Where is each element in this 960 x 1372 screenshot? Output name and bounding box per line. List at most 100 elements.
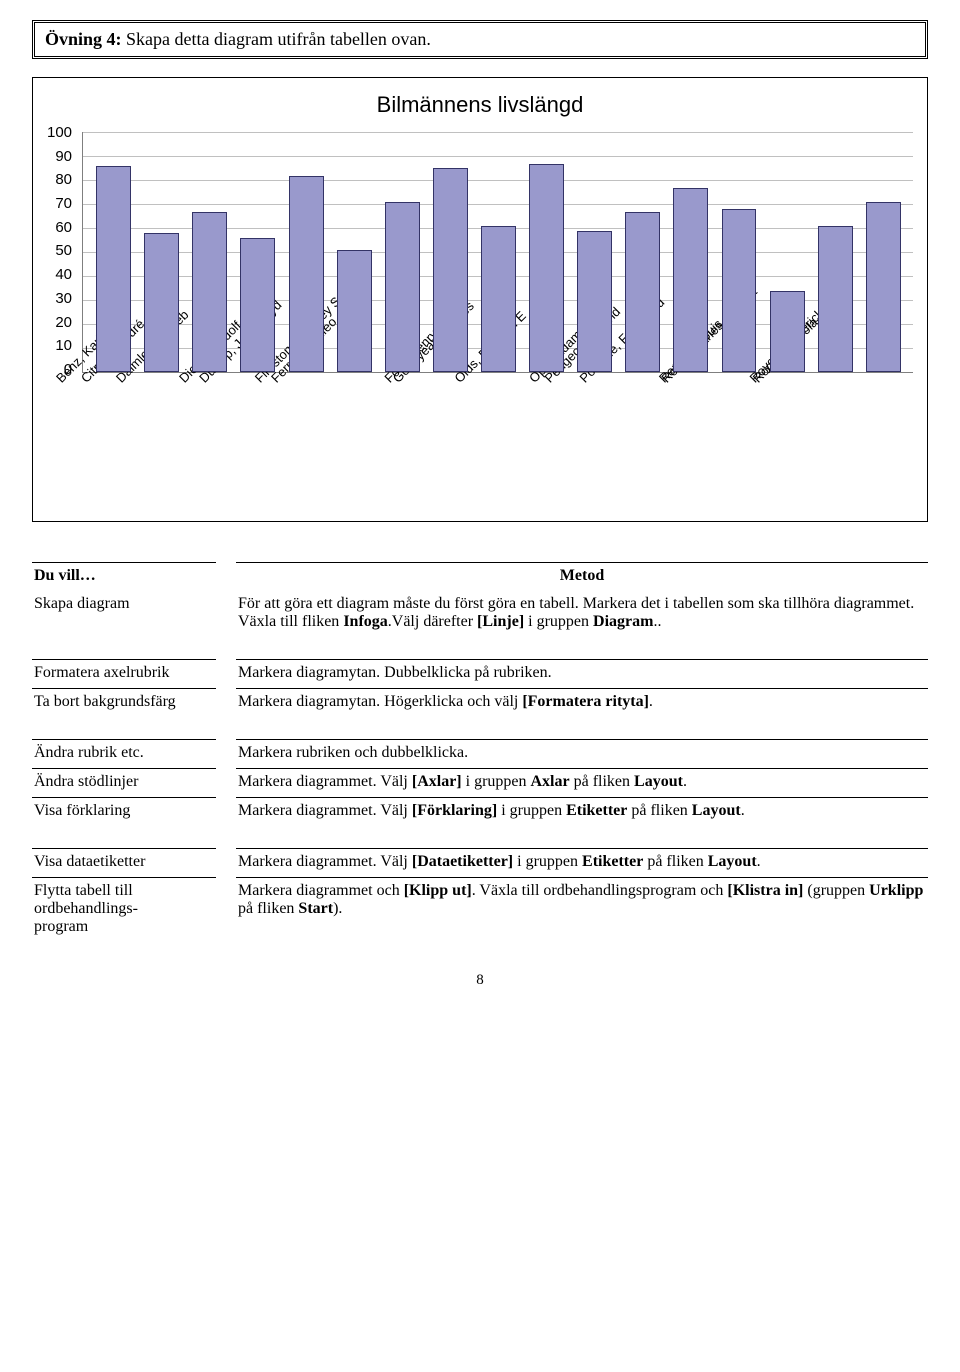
x-label-cell: Daimler, Gottlieb: [185, 375, 233, 515]
table-cell-right: Markera diagrammet och [Klipp ut]. Växla…: [236, 877, 928, 942]
table-row: Ta bort bakgrundsfärg Markera diagramytan…: [32, 688, 928, 717]
table-cell-left: Formatera axelrubrik: [32, 659, 216, 688]
table-cell-right: Markera diagramytan. Dubbelklicka på rub…: [236, 659, 928, 688]
table-cell-left: Visa förklaring: [32, 797, 216, 826]
chart-body: 1009080706050403020100 Benz, KarlCitroën…: [47, 132, 913, 515]
x-label-cell: Romeo, Nicola: [811, 375, 859, 515]
bar: [481, 226, 516, 372]
table-header-row: Du vill… Metod: [32, 562, 928, 591]
bar-cell: [378, 202, 426, 372]
table-row: Ändra rubrik etc. Markera rubriken och du…: [32, 739, 928, 768]
table-cell-left: Skapa diagram: [32, 591, 216, 637]
bar: [529, 164, 564, 372]
x-label-cell: Goodyear, Charles: [474, 375, 522, 515]
table-row: Formatera axelrubrik Markera diagramytan.…: [32, 659, 928, 688]
page-number: 8: [32, 972, 928, 989]
bars-row: [89, 164, 907, 372]
x-label-cell: Renault, Louis: [714, 375, 762, 515]
table-cell-left: Visa dataetiketter: [32, 848, 216, 877]
y-tick-label: 100: [47, 124, 72, 141]
y-tick-label: 80: [47, 171, 72, 188]
table-cell-right: Markera diagrammet. Välj [Förklaring] i …: [236, 797, 928, 826]
y-tick-label: 30: [47, 290, 72, 307]
bar-cell: [522, 164, 570, 372]
exercise-label-bold: Övning 4:: [45, 29, 122, 49]
bar-cell: [233, 238, 281, 372]
chart-container: Bilmännens livslängd 1009080706050403020…: [32, 77, 928, 522]
x-label-cell: Dunlop, John Boyd: [281, 375, 329, 515]
x-label-cell: Porsche, Ferdinand: [666, 375, 714, 515]
x-label-cell: Rolls, Charles Stewart: [763, 375, 811, 515]
exercise-title: Övning 4: Skapa detta diagram utifrån ta…: [45, 29, 431, 49]
y-tick-label: 40: [47, 266, 72, 283]
table-row: Visa dataetiketter Markera diagrammet. Vä…: [32, 848, 928, 877]
bar: [192, 212, 227, 372]
bar-cell: [618, 212, 666, 372]
bar: [289, 176, 324, 372]
table-row: Flytta tabell till ordbehandlings-progra…: [32, 877, 928, 942]
table-cell-right: För att göra ett diagram måste du först …: [236, 591, 928, 637]
table-cell-right: Markera diagrammet. Välj [Axlar] i grupp…: [236, 768, 928, 797]
bar-cell: [281, 176, 329, 372]
table-header-left: Du vill…: [32, 562, 216, 591]
bar: [433, 168, 468, 372]
table-cell-left: Ta bort bakgrundsfärg: [32, 688, 216, 717]
bar-cell: [137, 233, 185, 372]
chart-title: Bilmännens livslängd: [47, 92, 913, 118]
bar-cell: [474, 226, 522, 372]
bar: [96, 166, 131, 372]
y-axis: 1009080706050403020100: [47, 124, 76, 378]
x-label-cell: Ford, Henry: [426, 375, 474, 515]
bar-cell: [330, 250, 378, 372]
exercise-label-rest: Skapa detta diagram utifrån tabellen ova…: [122, 29, 431, 49]
table-cell-right: Markera diagrammet. Välj [Dataetiketter]…: [236, 848, 928, 877]
bar-cell: [859, 202, 907, 372]
table-row: Ändra stödlinjer Markera diagrammet. Välj…: [32, 768, 928, 797]
bar-cell: [89, 166, 137, 372]
bar: [385, 202, 420, 372]
x-axis-labels: Benz, KarlCitroën, AndréDaimler, Gottlie…: [82, 375, 913, 515]
bar-cell: [570, 231, 618, 372]
bar-cell: [763, 291, 811, 372]
bar: [818, 226, 853, 372]
y-tick-label: 10: [47, 337, 72, 354]
x-label-cell: Firestone, Harvey Samuel: [378, 375, 426, 515]
x-label-cell: Royce, Frederick Henry: [859, 375, 907, 515]
table-cell-left: Flytta tabell till ordbehandlings-progra…: [32, 877, 216, 942]
table-row: Visa förklaring Markera diagrammet. Välj …: [32, 797, 928, 826]
bar: [722, 209, 757, 372]
table-cell-right: Markera diagramytan. Högerklicka och väl…: [236, 688, 928, 717]
table-block: Visa dataetiketter Markera diagrammet. Vä…: [32, 848, 928, 942]
table-cell-left: Ändra stödlinjer: [32, 768, 216, 797]
y-tick-label: 50: [47, 242, 72, 259]
exercise-box: Övning 4: Skapa detta diagram utifrån ta…: [32, 20, 928, 59]
bar: [577, 231, 612, 372]
x-label-cell: Benz, Karl: [89, 375, 137, 515]
y-tick-label: 60: [47, 219, 72, 236]
bar-cell: [185, 212, 233, 372]
bar-cell: [714, 209, 762, 372]
x-label-cell: Peugeot, Armand: [618, 375, 666, 515]
bar-cell: [426, 168, 474, 372]
bar: [144, 233, 179, 372]
table-block: Formatera axelrubrik Markera diagramytan.…: [32, 659, 928, 717]
table-header-right: Metod: [236, 562, 928, 591]
bar-cell: [811, 226, 859, 372]
method-table: Du vill… Metod Skapa diagram För att göra e…: [32, 562, 928, 942]
y-tick-label: 20: [47, 314, 72, 331]
table-row: Skapa diagram För att göra ett diagram må…: [32, 591, 928, 637]
table-block: Du vill… Metod Skapa diagram För att göra e…: [32, 562, 928, 637]
y-tick-label: 70: [47, 195, 72, 212]
bar: [866, 202, 901, 372]
x-label-cell: Olds, Ramson E: [522, 375, 570, 515]
bar: [625, 212, 660, 372]
table-cell-left: Ändra rubrik etc.: [32, 739, 216, 768]
plot-wrap: Benz, KarlCitroën, AndréDaimler, Gottlie…: [82, 132, 913, 515]
table-block: Ändra rubrik etc. Markera rubriken och du…: [32, 739, 928, 826]
x-label-cell: Opel, Adam: [570, 375, 618, 515]
bar: [770, 291, 805, 372]
x-label-cell: Diesel, Rudolf: [233, 375, 281, 515]
bar-cell: [666, 188, 714, 372]
table-cell-right: Markera rubriken och dubbelklicka.: [236, 739, 928, 768]
x-label-cell: Ferrari, Galileo: [330, 375, 378, 515]
